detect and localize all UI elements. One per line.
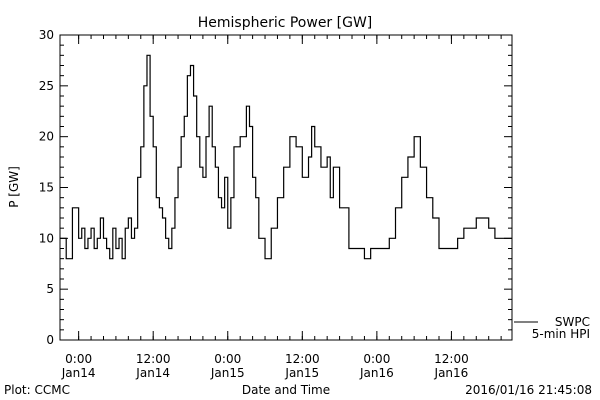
y-tick-label: 10	[39, 231, 54, 245]
legend-entry: 5-min HPI	[532, 327, 590, 341]
y-axis: 0 5 10 15 20 25 30	[39, 28, 512, 347]
x-tick-label-time: 0:00	[65, 352, 92, 366]
plot-area-frame	[59, 34, 513, 341]
legend-entry: SWPC	[555, 315, 590, 329]
x-axis-label: Date and Time	[242, 383, 330, 397]
y-tick-label: 5	[46, 282, 54, 296]
x-tick-label-time: 12:00	[434, 352, 469, 366]
y-tick-label: 25	[39, 79, 54, 93]
footer-plot-credit: Plot: CCMC	[4, 383, 70, 397]
x-tick-label-time: 0:00	[363, 352, 390, 366]
x-tick-label-date: Jan14	[135, 366, 170, 380]
y-tick-label: 15	[39, 181, 54, 195]
y-tick-label: 20	[39, 130, 54, 144]
x-tick-label-date: Jan15	[210, 366, 245, 380]
x-tick-label-date: Jan14	[61, 366, 96, 380]
x-tick-label-time: 0:00	[214, 352, 241, 366]
x-tick-label-date: Jan15	[284, 366, 319, 380]
y-tick-label: 0	[46, 333, 54, 347]
x-axis: 0:00Jan1412:00Jan140:00Jan1512:00Jan150:…	[61, 35, 502, 380]
chart-title: Hemispheric Power [GW]	[198, 15, 373, 31]
y-tick-label: 30	[39, 28, 54, 42]
x-tick-label-date: Jan16	[359, 366, 394, 380]
y-axis-label: P [GW]	[7, 166, 21, 208]
footer-timestamp: 2016/01/16 21:45:08	[465, 383, 592, 397]
series-line-swpc	[60, 54, 512, 260]
x-tick-label-date: Jan16	[434, 366, 469, 380]
x-tick-label-time: 12:00	[285, 352, 320, 366]
x-tick-label-time: 12:00	[136, 352, 171, 366]
